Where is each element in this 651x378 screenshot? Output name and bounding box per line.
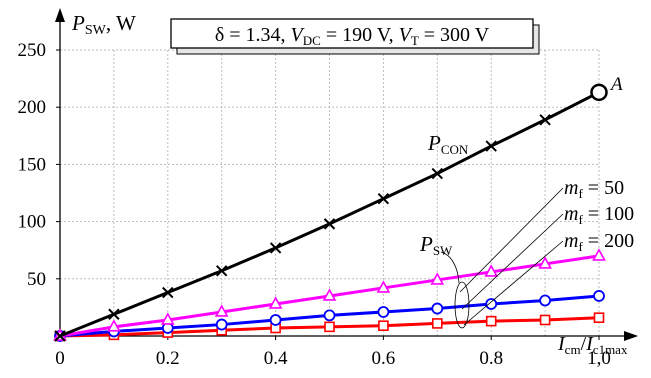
y-tick-label: 50	[27, 269, 46, 290]
x-tick-label: 0.4	[264, 348, 288, 369]
x-axis-num-symbol: I	[557, 333, 566, 355]
mf100-subscript: f	[578, 212, 583, 227]
data-point	[54, 330, 66, 342]
mf100-value: = 100	[583, 203, 634, 225]
y-axis-label-subscript: SW	[85, 23, 107, 38]
series-x	[54, 90, 600, 342]
y-tick-label: 200	[18, 97, 47, 118]
data-point	[485, 298, 498, 310]
data-point	[162, 286, 174, 299]
data-point	[539, 114, 551, 126]
data-point	[377, 193, 390, 205]
psw-subscript: SW	[433, 243, 453, 258]
x-tick-label: 0	[55, 348, 65, 369]
vt-value: = 300 V	[419, 24, 490, 46]
x-axis-arrow	[624, 331, 638, 341]
psw-group-ellipse	[454, 281, 470, 329]
vdc-symbol: V	[291, 24, 306, 46]
data-point	[592, 248, 606, 261]
mf100-label: mf = 100	[564, 203, 634, 227]
pcon-subscript: CON	[441, 142, 469, 157]
data-point	[431, 167, 444, 180]
data-point	[431, 302, 444, 315]
mf200-value: = 200	[583, 230, 634, 252]
data-point	[214, 304, 229, 317]
data-point	[160, 312, 175, 325]
data-point	[322, 288, 337, 301]
data-point	[593, 290, 605, 302]
parameters-text: δ = 1.34, VDC = 190 V, VT = 300 V	[215, 24, 490, 48]
series-layer	[53, 90, 606, 342]
y-tick-label: 250	[18, 40, 47, 61]
data-point	[539, 294, 551, 307]
y-tick-label: 100	[18, 212, 47, 233]
data-point	[376, 280, 391, 293]
x-axis-slash: /	[581, 333, 587, 355]
leader-line-mf100	[461, 213, 564, 310]
x-axis-label: Icm/Ic1max	[557, 333, 628, 357]
data-point	[268, 296, 283, 309]
mf100-symbol: m	[564, 203, 578, 225]
pcon-label: PCON	[427, 131, 469, 157]
data-point	[323, 218, 336, 230]
data-point	[108, 308, 120, 320]
axes	[55, 8, 638, 341]
point-a-label: A	[609, 74, 623, 95]
mf50-value: = 50	[583, 177, 624, 199]
vt-symbol: V	[399, 24, 414, 46]
data-point	[485, 140, 497, 152]
data-point	[215, 265, 228, 277]
x-tick-label: 0.6	[372, 348, 396, 369]
x-tick-label: 0.8	[479, 348, 503, 369]
data-point	[430, 272, 445, 285]
leader-line-mf200	[463, 240, 564, 326]
mf200-symbol: m	[564, 230, 578, 252]
psw-label: PSW	[419, 232, 453, 258]
x-axis-num-subscript: cm	[565, 342, 581, 357]
leader-line-mf50	[459, 187, 564, 293]
x-axis-den-subscript: c1max	[593, 342, 628, 357]
data-point	[431, 318, 443, 329]
data-point	[377, 306, 390, 318]
data-point	[378, 320, 389, 332]
data-point	[484, 264, 499, 277]
data-point	[324, 321, 335, 333]
tick-labels: 0 0.2 0.4 0.6 0.8 1,0 50 100 150 200 250	[18, 40, 611, 369]
parameters-box: δ = 1.34, VDC = 190 V, VT = 300 V	[170, 18, 540, 55]
mf50-label: mf = 50	[564, 177, 624, 201]
data-point	[485, 315, 497, 327]
data-point	[215, 318, 228, 331]
mf50-subscript: f	[578, 186, 583, 201]
data-point	[269, 314, 282, 326]
x-tick-label: 1,0	[587, 348, 611, 369]
vdc-subscript: DC	[303, 33, 321, 48]
y-axis-label: PSW, W	[71, 11, 136, 38]
x-axis-den-symbol: I	[585, 333, 594, 355]
data-point	[107, 319, 121, 332]
delta-value: δ = 1.34,	[215, 24, 291, 46]
vdc-value: = 190 V,	[321, 24, 399, 46]
label-leader-lines	[440, 187, 564, 329]
data-point	[593, 312, 605, 323]
y-tick-label: 150	[18, 154, 47, 175]
y-axis-label-unit: , W	[106, 11, 136, 35]
mf200-label: mf = 200	[564, 230, 634, 254]
psw-symbol: P	[419, 232, 433, 256]
data-point	[539, 314, 551, 326]
psw-pointer-line	[440, 251, 460, 284]
pcon-symbol: P	[427, 131, 441, 155]
data-point	[323, 309, 336, 322]
data-point	[269, 242, 282, 254]
y-axis-label-symbol: P	[71, 11, 85, 35]
vt-subscript: T	[411, 33, 419, 48]
mf50-symbol: m	[564, 177, 578, 199]
data-point	[538, 256, 552, 269]
y-axis-arrow	[55, 8, 65, 22]
point-a-marker	[590, 83, 608, 102]
mf200-subscript: f	[578, 239, 583, 254]
x-tick-label: 0.2	[156, 348, 180, 369]
